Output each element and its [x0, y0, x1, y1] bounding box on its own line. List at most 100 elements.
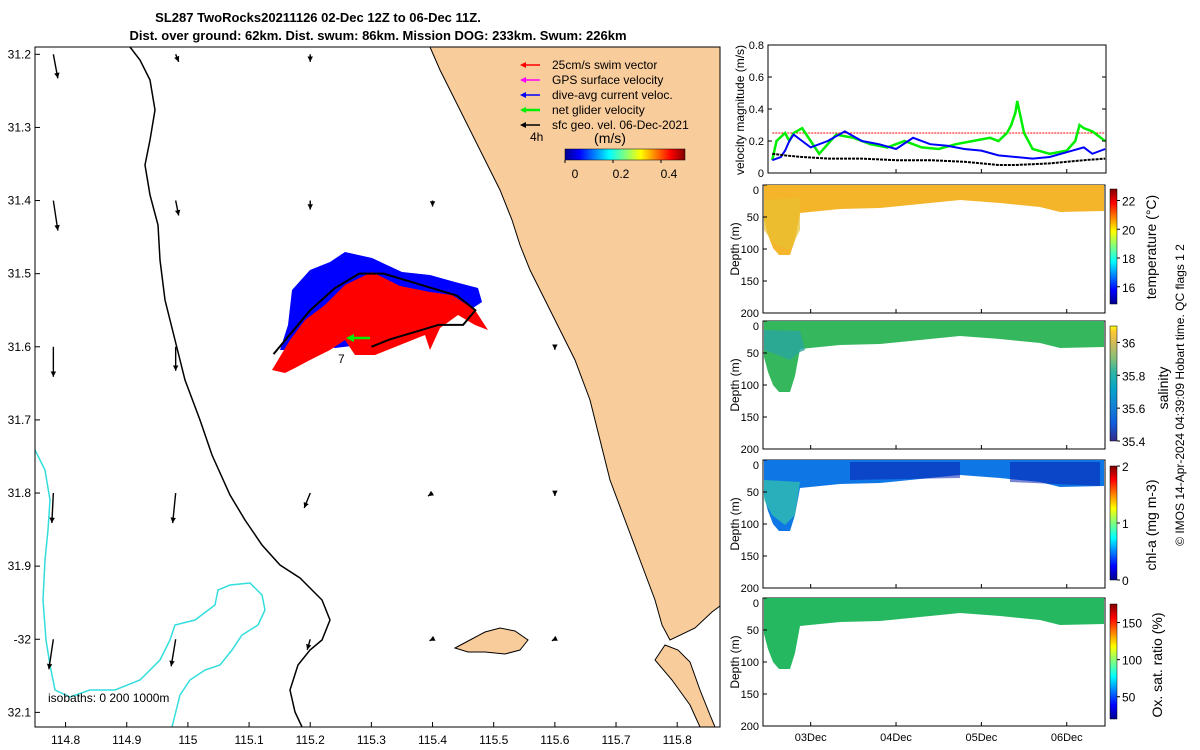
geo-vector-head — [169, 660, 175, 667]
colorbar-tick-label: 35.6 — [1122, 402, 1146, 416]
velocity-y-tick-label: 0.2 — [749, 136, 764, 148]
colorbar-unit-label: (m/s) — [594, 130, 626, 146]
time-tick-label: 06Dec — [1051, 732, 1083, 744]
isobath-label: isobaths: 0 200 1000m — [48, 691, 169, 705]
depth-tick-label: 150 — [741, 412, 759, 424]
oxygen-colorbar — [1109, 603, 1118, 720]
speed-colorbar — [564, 148, 686, 161]
depth-tick-label: 50 — [747, 348, 759, 360]
temperature-colorbar — [1109, 188, 1118, 305]
map-x-tick-label: 115.3 — [357, 733, 386, 747]
depth-tick-label: 100 — [741, 657, 759, 669]
isobath-1000m — [35, 449, 266, 727]
salinity-colorbar-label: salinity — [1155, 367, 1171, 410]
depth-tick-label: 150 — [741, 551, 759, 563]
legend-swatch-head — [520, 107, 526, 113]
colorbar-tick-label: 36 — [1122, 336, 1136, 350]
colorbar-tick-label: 0 — [572, 167, 579, 181]
temperature-colorbar-label: temperature (°C) — [1143, 195, 1159, 299]
map-y-tick-label: 32.1 — [8, 705, 32, 719]
salinity-ylabel: Depth (m) — [728, 358, 742, 411]
legend-swatch-head — [520, 77, 526, 83]
chla-panel: Depth (m) chl-a (mg m-3) — [728, 459, 1159, 589]
legend-label: dive-avg current veloc. — [552, 88, 673, 102]
oxygen-section — [764, 598, 1104, 669]
garden-island — [654, 644, 716, 727]
chla-colorbar-label: chl-a (mg m-3) — [1143, 479, 1159, 570]
map-x-tick-label: 115.7 — [601, 733, 630, 747]
geo-vector-head — [174, 209, 181, 216]
map-x-axis: 114.8 114.9 115 115.1 115.2 115.3 115.4 115.5 11… — [51, 722, 692, 747]
figure-title-line2: Dist. over ground: 62km. Dist. swum: 86k… — [129, 28, 626, 43]
geo-vector-head — [174, 55, 180, 62]
net-glider-velocity-arrow — [346, 334, 370, 342]
map-frame — [34, 46, 721, 728]
depth-tick-label: 0 — [753, 185, 759, 197]
map-y-tick-label: 31.4 — [8, 194, 32, 208]
map-x-tick-label: 115 — [178, 733, 197, 747]
depth-tick-label: 100 — [741, 519, 759, 531]
temperature-ylabel: Depth (m) — [728, 222, 742, 275]
colorbar-tick-label: 50 — [1122, 691, 1136, 705]
map-y-tick-label: -32 — [14, 632, 32, 646]
salinity-shade — [764, 330, 805, 360]
map-x-tick-label: 115.2 — [296, 733, 325, 747]
geo-vector-head — [170, 517, 176, 524]
salinity-panel: Depth (m) salinity — [728, 320, 1171, 450]
velocity-y-tick-label: 0.6 — [749, 72, 764, 84]
temperature-panel: Depth (m) temperature (°C) — [728, 184, 1159, 314]
colorbar-tick-label: 35.4 — [1122, 435, 1146, 449]
colorbar-tick-label: 100 — [1122, 654, 1142, 668]
oxygen-colorbar-label: Ox. sat. ratio (%) — [1149, 612, 1165, 717]
colorbar-tick-label: 1 — [1122, 517, 1129, 531]
geo-vector-head — [46, 663, 53, 670]
legend-swatch-head — [520, 92, 526, 98]
glider-track — [272, 272, 477, 355]
track-segment-label: 7 — [338, 352, 345, 366]
velocity-y-tick-label: 0.4 — [749, 104, 764, 116]
time-tick-label: 04Dec — [880, 732, 912, 744]
geo-vector-head — [429, 635, 436, 641]
colorbar-tick-label: 20 — [1122, 223, 1136, 237]
legend-time-label: 4h — [530, 130, 543, 144]
colorbar-tick-label: 16 — [1122, 281, 1136, 295]
map-y-tick-label: 31.9 — [8, 559, 32, 573]
depth-tick-label: 100 — [741, 380, 759, 392]
map-x-tick-label: 115.6 — [540, 733, 569, 747]
colorbar-tick-label: 35.8 — [1122, 369, 1146, 383]
depth-tick-label: 50 — [747, 487, 759, 499]
chla-colorbar — [1109, 465, 1118, 581]
depth-tick-label: 200 — [741, 308, 759, 320]
geo-vector-head — [429, 201, 436, 207]
map-y-tick-label: 31.3 — [8, 120, 32, 134]
geo-vector-head — [307, 56, 313, 62]
map-x-tick-label: 115.1 — [234, 733, 263, 747]
temperature-shade — [764, 198, 800, 250]
geo-vector-head — [552, 344, 558, 350]
map-x-tick-label: 115.4 — [418, 733, 447, 747]
surface-geostrophic-vectors — [46, 54, 558, 670]
depth-tick-label: 0 — [753, 460, 759, 472]
map-x-tick-label: 114.8 — [51, 733, 80, 747]
temperature-section — [764, 185, 1104, 255]
geo-vector-head — [428, 490, 435, 497]
colorbar-tick-label: 0 — [1122, 574, 1129, 588]
depth-axes: 0501001502000501001502000501001502000501… — [741, 184, 767, 733]
velocity-ylabel: velocity magnitude (m/s) — [733, 45, 747, 175]
depth-tick-label: 100 — [741, 244, 759, 256]
depth-tick-label: 200 — [741, 583, 759, 595]
map-x-tick-label: 115.5 — [479, 733, 508, 747]
time-tick-label: 05Dec — [965, 732, 997, 744]
chla-shade-1 — [850, 462, 960, 480]
map-x-tick-label: 115.8 — [663, 733, 692, 747]
credit-text: © IMOS 14-Apr-2024 04:39:09 Hobart time.… — [1173, 244, 1187, 546]
velocity-series-line — [771, 100, 1106, 161]
depth-tick-label: 150 — [741, 689, 759, 701]
map-y-tick-label: 31.6 — [8, 340, 32, 354]
figure-title-line1: SL287 TwoRocks20211126 02-Dec 12Z to 06-… — [155, 10, 481, 25]
map-x-tick-label: 114.9 — [112, 733, 141, 747]
chla-shade-3 — [764, 480, 800, 525]
